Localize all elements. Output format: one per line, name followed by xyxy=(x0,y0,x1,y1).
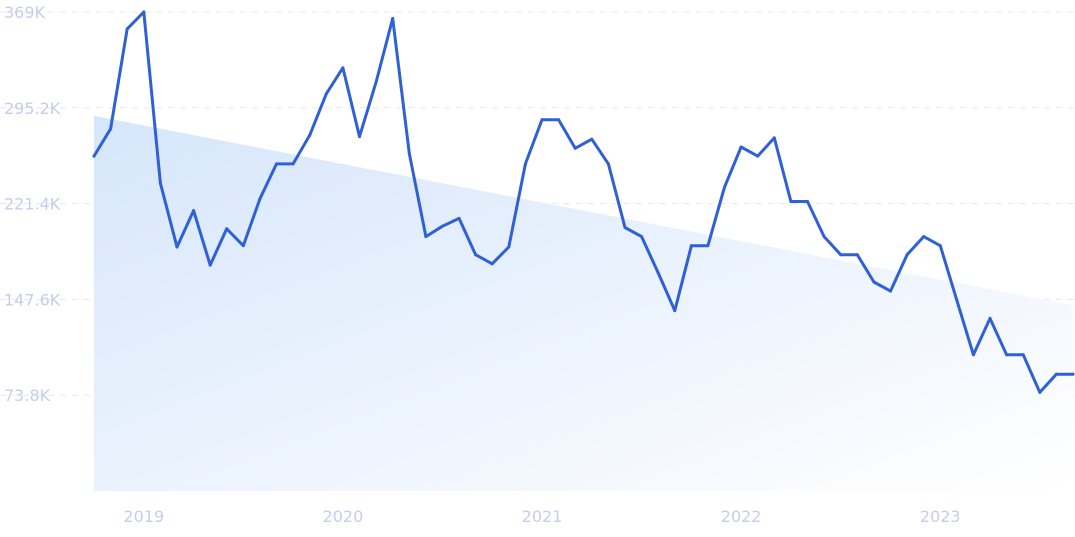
data-point xyxy=(1005,353,1009,357)
trend-area xyxy=(94,115,1073,491)
data-point xyxy=(291,162,295,166)
y-axis-ticks: 73.8K 147.6K 221.4K 295.2K 369K xyxy=(4,3,61,405)
data-point xyxy=(590,137,594,141)
data-point xyxy=(656,271,660,275)
data-point xyxy=(623,225,627,229)
data-point xyxy=(341,66,345,70)
y-tick-label: 221.4K xyxy=(4,195,61,214)
data-point xyxy=(606,162,610,166)
data-point xyxy=(308,133,312,137)
y-tick-label: 147.6K xyxy=(4,290,61,309)
data-point xyxy=(474,253,478,257)
data-point xyxy=(125,27,129,31)
data-point xyxy=(241,244,245,248)
data-point xyxy=(275,162,279,166)
data-point xyxy=(540,118,544,122)
x-tick-label: 2019 xyxy=(123,507,164,526)
data-point xyxy=(457,216,461,220)
data-point xyxy=(706,244,710,248)
data-point xyxy=(391,16,395,20)
data-point xyxy=(225,227,229,231)
data-point xyxy=(772,136,776,140)
data-point xyxy=(756,154,760,158)
data-point xyxy=(258,197,262,201)
data-point xyxy=(822,235,826,239)
data-point xyxy=(955,298,959,302)
data-point xyxy=(192,209,196,213)
series xyxy=(92,10,1075,394)
data-point xyxy=(175,245,179,249)
data-point xyxy=(573,146,577,150)
data-point xyxy=(557,118,561,122)
data-point xyxy=(689,244,693,248)
data-point xyxy=(739,145,743,149)
data-point xyxy=(424,235,428,239)
data-point xyxy=(109,127,113,131)
data-point xyxy=(806,200,810,204)
data-point xyxy=(988,316,992,320)
data-point xyxy=(905,253,909,257)
data-point xyxy=(839,253,843,257)
data-point xyxy=(640,235,644,239)
data-point xyxy=(208,263,212,267)
data-point xyxy=(971,353,975,357)
data-point xyxy=(490,262,494,266)
data-point xyxy=(855,253,859,257)
series-line xyxy=(92,10,1075,394)
data-point xyxy=(1054,372,1058,376)
data-point xyxy=(938,244,942,248)
data-point xyxy=(407,151,411,155)
data-point xyxy=(789,200,793,204)
data-point xyxy=(374,80,378,84)
data-point xyxy=(922,235,926,239)
data-point xyxy=(1021,353,1025,357)
data-point xyxy=(1038,390,1042,394)
x-tick-label: 2023 xyxy=(920,507,961,526)
data-point xyxy=(92,154,96,158)
x-tick-label: 2020 xyxy=(323,507,364,526)
data-point xyxy=(523,162,527,166)
data-point xyxy=(357,135,361,139)
data-point xyxy=(507,245,511,249)
x-tick-label: 2022 xyxy=(721,507,762,526)
data-point xyxy=(158,181,162,185)
y-tick-label: 295.2K xyxy=(4,99,61,118)
data-point xyxy=(440,224,444,228)
data-point xyxy=(723,185,727,189)
data-point xyxy=(872,280,876,284)
data-point xyxy=(142,10,146,14)
data-point xyxy=(673,309,677,313)
x-tick-label: 2021 xyxy=(522,507,563,526)
data-point xyxy=(324,92,328,96)
y-tick-label: 369K xyxy=(4,3,46,22)
x-axis-ticks: 2019 2020 2021 2022 2023 xyxy=(123,507,960,526)
y-tick-label: 73.8K xyxy=(4,386,51,405)
data-point xyxy=(1071,372,1075,376)
data-point xyxy=(888,289,892,293)
